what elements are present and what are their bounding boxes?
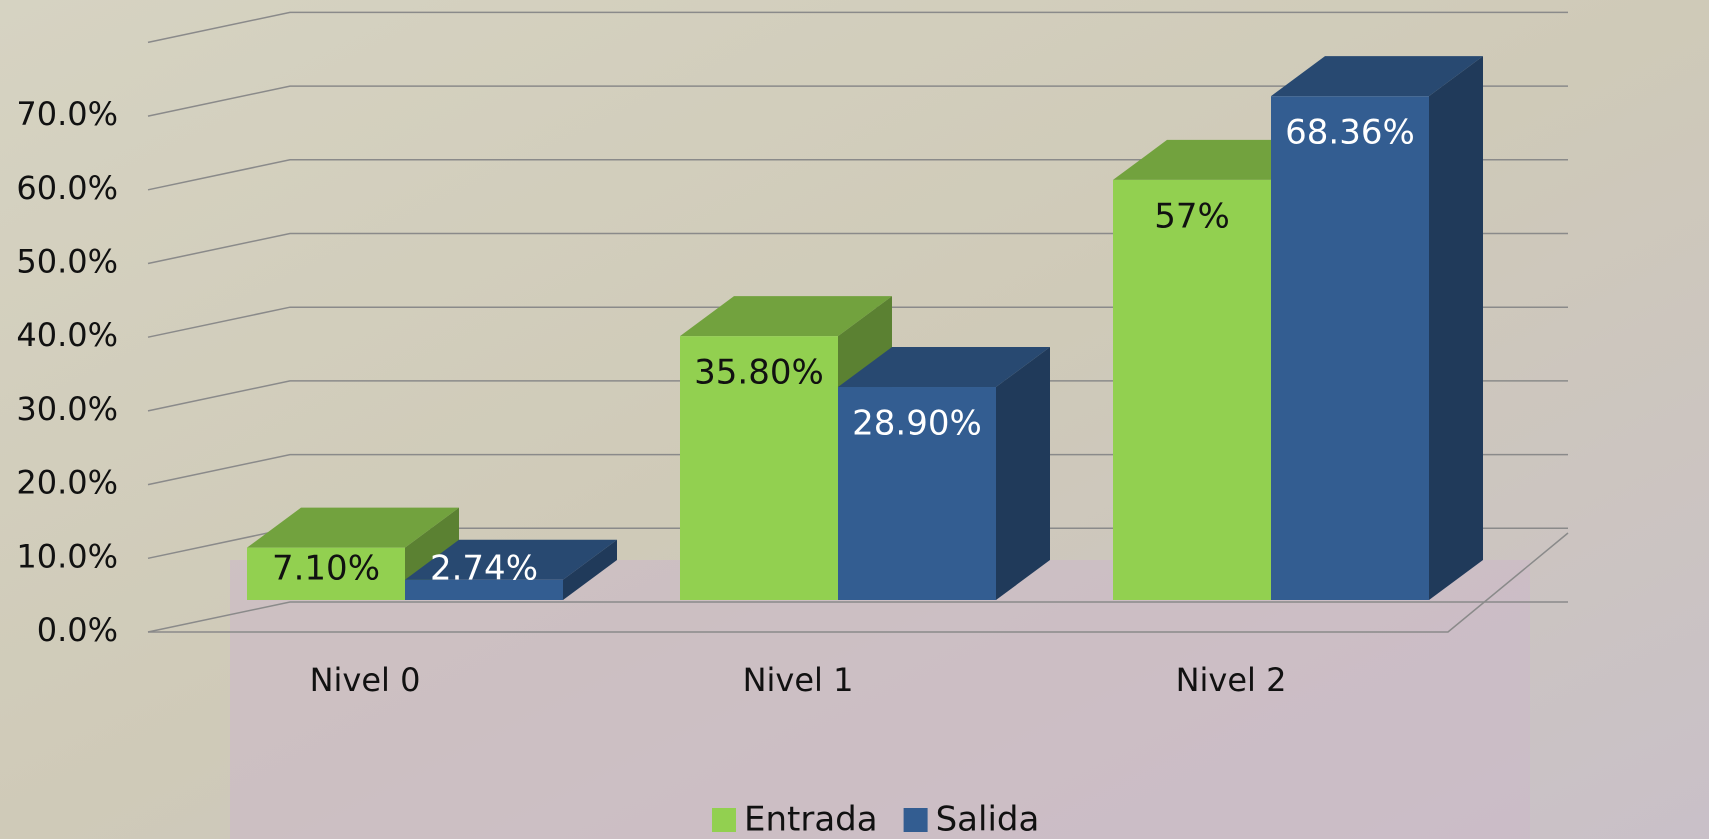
bar-side <box>1429 56 1483 601</box>
y-tick-label: 60.0% <box>16 169 118 207</box>
x-tick-label: Nivel 2 <box>1176 661 1287 699</box>
bar <box>1113 179 1271 600</box>
bar-top <box>247 507 459 548</box>
legend-swatch <box>712 808 736 832</box>
background-book <box>230 560 1530 839</box>
bar <box>1271 96 1429 600</box>
bar-top <box>405 539 617 580</box>
y-tick-label: 20.0% <box>16 464 118 502</box>
bar <box>838 387 996 600</box>
data-label: 2.74% <box>430 549 538 589</box>
bar <box>247 547 405 600</box>
bar-top <box>1271 56 1483 97</box>
legend-swatch <box>903 808 928 832</box>
legend-label: Entrada <box>744 800 878 839</box>
data-label: 28.90% <box>852 404 982 444</box>
legend-label: Salida <box>936 800 1040 839</box>
x-tick-label: Nivel 1 <box>743 661 854 699</box>
grid-line <box>147 11 1568 44</box>
bar-side <box>563 539 617 600</box>
grid-line <box>147 85 1568 117</box>
data-label: 57% <box>1154 196 1230 236</box>
grid-line <box>147 601 1568 633</box>
data-label: 35.80% <box>694 353 824 393</box>
y-tick-label: 0.0% <box>37 611 118 649</box>
bar-top <box>838 347 1050 388</box>
floor <box>148 532 1569 633</box>
bar-top <box>680 296 892 337</box>
bar <box>680 336 838 600</box>
y-tick-label: 70.0% <box>16 95 118 133</box>
data-label: 7.10% <box>272 549 380 589</box>
bar <box>405 579 563 600</box>
y-tick-label: 30.0% <box>16 390 118 428</box>
x-tick-label: Nivel 0 <box>310 661 421 699</box>
y-tick-label: 50.0% <box>16 243 118 281</box>
y-tick-label: 10.0% <box>16 537 118 575</box>
bar-side <box>996 347 1050 600</box>
data-label: 68.36% <box>1285 113 1415 153</box>
y-tick-label: 40.0% <box>16 316 118 354</box>
